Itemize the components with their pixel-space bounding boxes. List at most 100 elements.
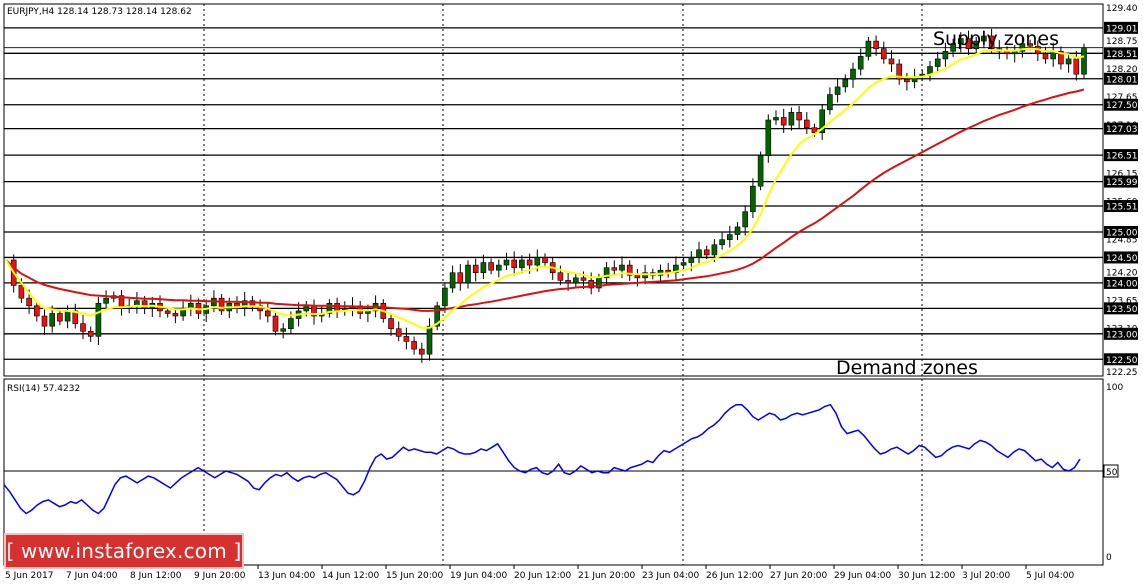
candle-up [434, 305, 441, 327]
candle-down [57, 313, 63, 322]
time-label: 27 Jun 20:00 [770, 571, 827, 581]
candle-down [965, 38, 972, 50]
candle-up [180, 308, 186, 317]
rsi-tick-100: 100 [1106, 383, 1123, 393]
level-tag-bg [1104, 175, 1138, 188]
candle-up [773, 117, 779, 121]
candle-up [503, 259, 510, 266]
price-tick-label: 128.20 [1106, 65, 1138, 75]
candle-down [557, 272, 564, 281]
candle-up [241, 300, 248, 309]
candle-down [526, 259, 533, 266]
level-tag-label: 128.01 [1106, 75, 1138, 85]
candle-down [87, 330, 94, 337]
price-axis: 129.40128.75128.20127.65127.10126.15125.… [1106, 4, 1138, 378]
candle-down [395, 328, 402, 337]
candle-up [519, 259, 525, 268]
candle-down [118, 295, 125, 309]
candle-down [264, 310, 271, 317]
time-label: 3 Jul 20:00 [962, 571, 1011, 581]
main-title: EURJPY,H4 128.14 128.73 128.14 128.62 [7, 7, 192, 17]
level-tag-label: 126.51 [1106, 152, 1138, 162]
candle-up [49, 313, 56, 327]
time-label: 9 Jun 20:00 [194, 571, 246, 581]
level-tag-bg [1104, 98, 1138, 111]
candle-up [934, 58, 941, 67]
rsi-line [3, 403, 1081, 515]
level-tag-bg [1104, 302, 1138, 315]
candle-down [33, 305, 40, 317]
candle-down [634, 274, 641, 279]
candle-down [141, 300, 148, 309]
candle-down [796, 112, 802, 121]
level-tag-bg [1104, 149, 1138, 162]
rsi-tag-50-bg [1103, 464, 1119, 478]
price-tick-label: 124.85 [1106, 236, 1138, 246]
price-tick-label: 123.65 [1106, 297, 1138, 307]
time-label: 5 Jun 2017 [5, 571, 53, 581]
candle-down [1042, 53, 1049, 60]
candle-up [288, 318, 294, 330]
level-tag-label: 125.51 [1106, 203, 1138, 213]
candle-up [719, 239, 725, 246]
candle-down [580, 277, 587, 281]
level-tag-bg [1104, 226, 1138, 238]
level-tag-bg [1104, 122, 1138, 135]
candle-down [388, 318, 394, 330]
candle-down [41, 315, 48, 327]
candle-up [788, 112, 795, 126]
candle-up [857, 56, 864, 70]
time-label: 15 Jun 20:00 [386, 571, 443, 581]
candle-up [842, 78, 849, 88]
candle-down [542, 257, 548, 263]
level-tag-label: 128.51 [1106, 50, 1138, 60]
candle-down [904, 78, 910, 83]
candle-up [696, 249, 702, 258]
time-axis: 5 Jun 2017 7 Jun 04:00 8 Jun 12:00 9 Jun 20… [4, 565, 1075, 581]
candle-up [973, 40, 980, 50]
time-label: 23 Jun 04:00 [642, 571, 699, 581]
time-label: 20 Jun 12:00 [514, 571, 571, 581]
level-tag-label: 125.00 [1106, 229, 1138, 239]
candle-up [1081, 47, 1087, 75]
level-tag-label: 127.50 [1106, 101, 1138, 111]
candle-up [426, 325, 433, 355]
candle-down [703, 249, 710, 256]
candle-down [172, 313, 179, 317]
candle-down [488, 262, 494, 271]
time-label: 21 Jun 20:00 [578, 571, 635, 581]
rsi-title: RSI(14) 57.4232 [7, 384, 80, 394]
rsi-tick-50: 50 [1106, 468, 1118, 478]
level-tag-label: 124.50 [1106, 254, 1138, 264]
candle-up [950, 43, 956, 52]
candle-up [981, 35, 987, 42]
demand-zones-label: Demand zones [836, 357, 978, 379]
candle-up [834, 86, 841, 95]
vertical-grid [203, 4, 923, 376]
candle-up [95, 302, 102, 337]
candle-down [218, 297, 225, 312]
candle-up [480, 262, 487, 274]
candle-up [765, 119, 772, 156]
candle-up [750, 185, 756, 212]
candle-down [988, 35, 995, 50]
candle-up [927, 66, 933, 75]
candle-up [442, 287, 448, 307]
price-tick-label: 126.15 [1106, 169, 1138, 179]
candle-down [1058, 50, 1064, 65]
candle-down [472, 264, 479, 274]
level-tag-bg [1104, 353, 1138, 366]
candle-up [673, 264, 679, 274]
price-tick-label: 122.25 [1106, 368, 1138, 378]
candle-down [18, 285, 25, 299]
candle-up [1065, 58, 1072, 65]
candle-up [465, 264, 471, 284]
candle-up [827, 94, 833, 111]
level-tag-bg [1104, 72, 1138, 85]
time-label: 5 Jul 04:00 [1026, 571, 1075, 581]
candle-up [819, 109, 826, 134]
price-tick-label: 127.65 [1106, 93, 1138, 103]
candle-down [457, 272, 464, 284]
supply-zones-label: Supply zones [933, 28, 1059, 50]
level-tag-bg [1104, 327, 1138, 340]
